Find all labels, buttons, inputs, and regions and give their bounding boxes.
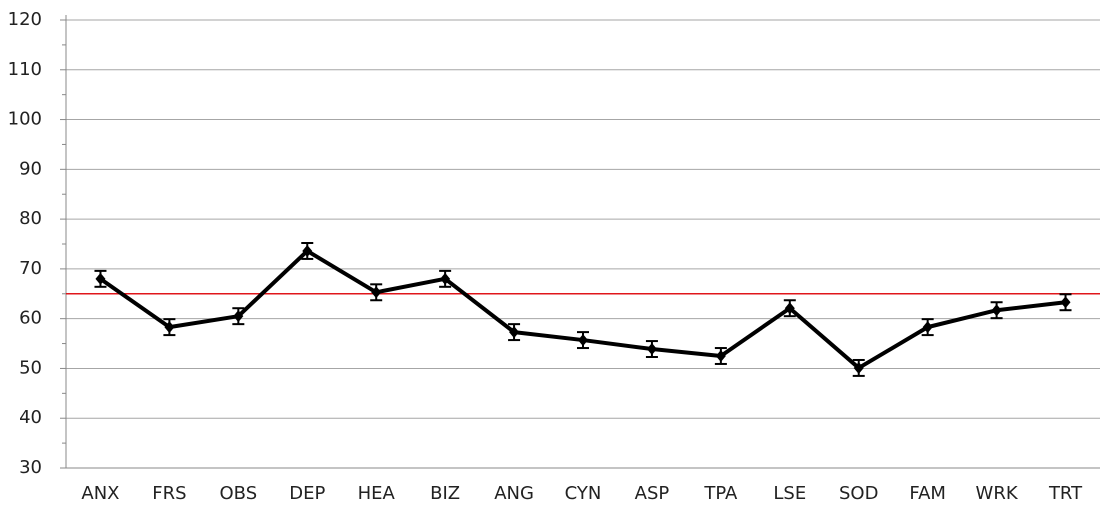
y-tick-label: 40 [19, 407, 42, 428]
marker [578, 334, 588, 347]
marker [784, 302, 795, 315]
marker [509, 326, 520, 339]
x-tick-label: ASP [635, 483, 670, 504]
marker [95, 272, 106, 285]
y-tick-label: 110 [8, 59, 42, 80]
marker [646, 343, 657, 356]
marker [371, 286, 382, 299]
marker [853, 361, 864, 374]
x-tick-label: TRT [1048, 483, 1083, 504]
y-tick-label: 120 [8, 9, 42, 30]
x-tick-label: HEA [358, 483, 396, 504]
y-tick-label: 50 [19, 357, 42, 378]
x-tick-label: TPA [703, 483, 738, 504]
marker [1060, 296, 1071, 309]
y-tick-label: 70 [19, 258, 42, 279]
marker [991, 304, 1002, 317]
x-tick-label: DEP [289, 483, 325, 504]
y-tick-label: 80 [19, 208, 42, 229]
marker [440, 272, 451, 285]
marker [233, 310, 244, 323]
x-tick-label: SOD [839, 483, 878, 504]
x-tick-label: WRK [976, 483, 1019, 504]
x-tick-label: FAM [909, 483, 946, 504]
x-tick-label: ANG [494, 483, 534, 504]
y-tick-label: 90 [19, 158, 42, 179]
x-tick-label: ANX [81, 483, 119, 504]
marker [302, 244, 313, 257]
x-tick-label: FRS [152, 483, 186, 504]
marker [715, 350, 726, 362]
x-tick-label: OBS [220, 483, 258, 504]
x-tick-label: BIZ [430, 483, 460, 504]
x-tick-label: LSE [773, 483, 806, 504]
x-tick-label: CYN [565, 483, 602, 504]
y-tick-label: 30 [19, 457, 42, 478]
y-tick-label: 60 [19, 308, 42, 329]
marker [922, 321, 933, 334]
marker [164, 321, 175, 334]
y-tick-label: 100 [8, 109, 42, 130]
